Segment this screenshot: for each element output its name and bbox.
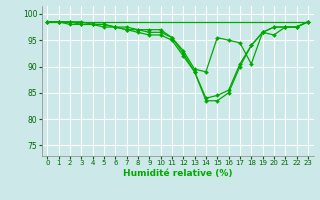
X-axis label: Humidité relative (%): Humidité relative (%) bbox=[123, 169, 232, 178]
